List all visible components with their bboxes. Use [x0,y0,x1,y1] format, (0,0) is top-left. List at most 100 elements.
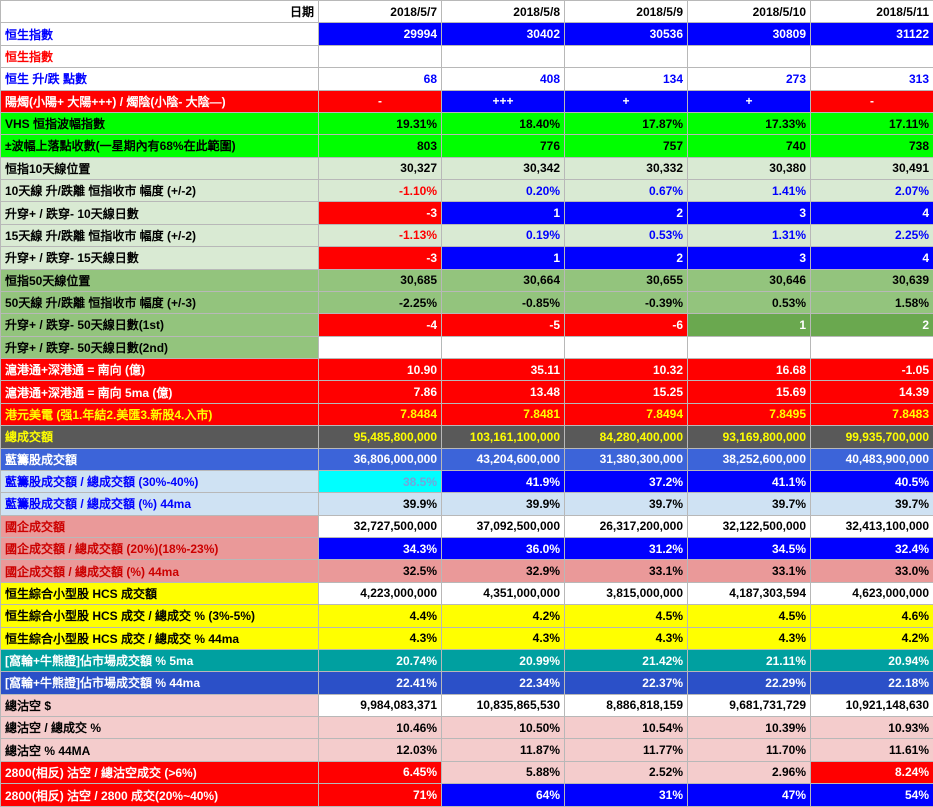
row-hcs-ratio-cell-0[interactable]: 4.4% [318,604,442,628]
row-ma15-gap-label[interactable]: 15天線 升/跌離 恒指收市 幅度 (+/-2) [0,223,319,248]
row-hshare-turnover-cell-2[interactable]: 26,317,200,000 [564,514,688,539]
row-warrants-44ma-cell-3[interactable]: 22.29% [687,671,811,695]
row-2800-short-of-2800-cell-3[interactable]: 47% [687,783,811,807]
row-hcs-ratio-44ma-cell-4[interactable]: 4.2% [810,626,933,650]
row-total-turnover-cell-2[interactable]: 84,280,400,000 [564,425,688,449]
row-hcs-turnover-cell-2[interactable]: 3,815,000,000 [564,581,688,606]
row-ma15-days-cell-3[interactable]: 3 [687,246,811,270]
row-2800-short-of-total-cell-3[interactable]: 2.96% [687,760,811,785]
row-hshare-ratio-cell-3[interactable]: 34.5% [687,536,811,561]
row-date-cell-0[interactable]: 2018/5/7 [318,0,442,24]
row-ma10-gap-cell-3[interactable]: 1.41% [687,178,811,203]
row-hsi-index-2-label[interactable]: 恒生指數 [0,44,319,69]
row-ma50-position-cell-2[interactable]: 30,655 [564,268,688,292]
row-short-ratio-label[interactable]: 總沽空 / 總成交 % [0,715,319,740]
row-vhs-volatility-cell-1[interactable]: 18.40% [441,111,565,136]
row-bluechip-turnover-cell-0[interactable]: 36,806,000,000 [318,447,442,471]
row-hshare-ratio-44ma-cell-3[interactable]: 33.1% [687,559,811,583]
row-hshare-turnover-cell-3[interactable]: 32,122,500,000 [687,514,811,539]
row-hshare-ratio-cell-2[interactable]: 31.2% [564,536,688,561]
row-hshare-ratio-44ma-label[interactable]: 國企成交額 / 總成交額 (%) 44ma [0,559,319,583]
row-southbound-label[interactable]: 滬港通+深港通 = 南向 (億) [0,357,319,382]
row-ma50-days-1st-cell-1[interactable]: -5 [441,313,565,337]
row-short-ratio-cell-0[interactable]: 10.46% [318,715,442,740]
row-short-ratio-cell-4[interactable]: 10.93% [810,715,933,740]
row-warrants-44ma-cell-1[interactable]: 22.34% [441,671,565,695]
row-2800-short-of-2800-cell-0[interactable]: 71% [318,783,442,807]
row-southbound-5ma-cell-2[interactable]: 15.25 [564,380,688,404]
row-range-points-cell-4[interactable]: 738 [810,134,933,158]
row-hcs-ratio-44ma-cell-0[interactable]: 4.3% [318,626,442,650]
row-bluechip-ratio-44ma-cell-1[interactable]: 39.9% [441,492,565,516]
row-short-total-cell-3[interactable]: 9,681,731,729 [687,693,811,718]
row-2800-short-of-2800-cell-1[interactable]: 64% [441,783,565,807]
row-bluechip-ratio-44ma-cell-2[interactable]: 39.7% [564,492,688,516]
row-hsi-change-points-label[interactable]: 恒生 升/跌 點數 [0,67,319,91]
row-usdhkd-label[interactable]: 港元美電 (强1.年結2.美匯3.新股4.入市) [0,402,319,427]
row-ma10-gap-cell-2[interactable]: 0.67% [564,178,688,203]
row-ma50-days-2nd-cell-0[interactable] [318,335,442,360]
row-hshare-turnover-cell-0[interactable]: 32,727,500,000 [318,514,442,539]
row-range-points-cell-0[interactable]: 803 [318,134,442,158]
row-ma10-position-cell-1[interactable]: 30,342 [441,156,565,181]
row-total-turnover-cell-4[interactable]: 99,935,700,000 [810,425,933,449]
row-ma10-gap-cell-0[interactable]: -1.10% [318,178,442,203]
row-ma10-days-cell-2[interactable]: 2 [564,201,688,225]
row-ma50-position-cell-1[interactable]: 30,664 [441,268,565,292]
row-short-total-cell-4[interactable]: 10,921,148,630 [810,693,933,718]
row-range-points-cell-3[interactable]: 740 [687,134,811,158]
row-bluechip-ratio-44ma-cell-4[interactable]: 39.7% [810,492,933,516]
row-hshare-ratio-cell-0[interactable]: 34.3% [318,536,442,561]
row-vhs-volatility-cell-0[interactable]: 19.31% [318,111,442,136]
row-vhs-volatility-label[interactable]: VHS 恒指波幅指數 [0,111,319,136]
row-hshare-ratio-44ma-cell-4[interactable]: 33.0% [810,559,933,583]
row-total-turnover-cell-0[interactable]: 95,485,800,000 [318,425,442,449]
row-ma15-gap-cell-4[interactable]: 2.25% [810,223,933,248]
row-bluechip-turnover-cell-3[interactable]: 38,252,600,000 [687,447,811,471]
row-bluechip-turnover-cell-1[interactable]: 43,204,600,000 [441,447,565,471]
row-ma50-days-1st-cell-0[interactable]: -4 [318,313,442,337]
row-warrants-44ma-cell-0[interactable]: 22.41% [318,671,442,695]
row-ma10-days-cell-3[interactable]: 3 [687,201,811,225]
row-hsi-change-points-cell-1[interactable]: 408 [441,67,565,91]
row-date-cell-2[interactable]: 2018/5/9 [564,0,688,24]
row-hcs-ratio-cell-3[interactable]: 4.5% [687,604,811,628]
row-ma15-gap-cell-2[interactable]: 0.53% [564,223,688,248]
row-hcs-turnover-label[interactable]: 恒生綜合小型股 HCS 成交額 [0,581,319,606]
row-hsi-index-2-cell-3[interactable] [687,44,811,69]
row-ma50-position-label[interactable]: 恒指50天線位置 [0,268,319,292]
row-ma50-days-2nd-cell-3[interactable] [687,335,811,360]
row-short-ratio-cell-2[interactable]: 10.54% [564,715,688,740]
row-hcs-ratio-cell-4[interactable]: 4.6% [810,604,933,628]
row-hsi-index-cell-3[interactable]: 30809 [687,22,811,46]
row-hcs-turnover-cell-4[interactable]: 4,623,000,000 [810,581,933,606]
row-2800-short-of-2800-label[interactable]: 2800(相反) 沽空 / 2800 成交(20%~40%) [0,783,319,807]
row-candle-cell-4[interactable]: - [810,89,933,113]
row-short-total-label[interactable]: 總沽空 $ [0,693,319,718]
row-ma50-gap-cell-2[interactable]: -0.39% [564,290,688,315]
row-hsi-index-2-cell-1[interactable] [441,44,565,69]
row-bluechip-ratio-44ma-label[interactable]: 藍籌股成交額 / 總成交額 (%) 44ma [0,492,319,516]
row-2800-short-of-total-cell-1[interactable]: 5.88% [441,760,565,785]
row-total-turnover-cell-1[interactable]: 103,161,100,000 [441,425,565,449]
row-hcs-ratio-label[interactable]: 恒生綜合小型股 HCS 成交 / 總成交 % (3%-5%) [0,604,319,628]
row-hsi-index-2-cell-2[interactable] [564,44,688,69]
row-bluechip-ratio-cell-2[interactable]: 37.2% [564,469,688,494]
row-hshare-ratio-44ma-cell-1[interactable]: 32.9% [441,559,565,583]
row-ma50-days-2nd-label[interactable]: 升穿+ / 跌穿- 50天線日數(2nd) [0,335,319,360]
row-usdhkd-cell-4[interactable]: 7.8483 [810,402,933,427]
row-hsi-index-cell-1[interactable]: 30402 [441,22,565,46]
row-bluechip-turnover-cell-2[interactable]: 31,380,300,000 [564,447,688,471]
row-ma15-days-cell-2[interactable]: 2 [564,246,688,270]
row-hcs-ratio-cell-2[interactable]: 4.5% [564,604,688,628]
row-total-turnover-label[interactable]: 總成交額 [0,425,319,449]
row-hshare-turnover-label[interactable]: 國企成交額 [0,514,319,539]
row-ma50-gap-label[interactable]: 50天線 升/跌離 恒指收市 幅度 (+/-3) [0,290,319,315]
row-ma50-days-2nd-cell-1[interactable] [441,335,565,360]
row-vhs-volatility-cell-2[interactable]: 17.87% [564,111,688,136]
row-candle-cell-0[interactable]: - [318,89,442,113]
row-ma10-position-cell-3[interactable]: 30,380 [687,156,811,181]
row-bluechip-ratio-label[interactable]: 藍籌股成交額 / 總成交額 (30%-40%) [0,469,319,494]
row-ma10-gap-label[interactable]: 10天線 升/跌離 恒指收市 幅度 (+/-2) [0,178,319,203]
row-hcs-turnover-cell-1[interactable]: 4,351,000,000 [441,581,565,606]
